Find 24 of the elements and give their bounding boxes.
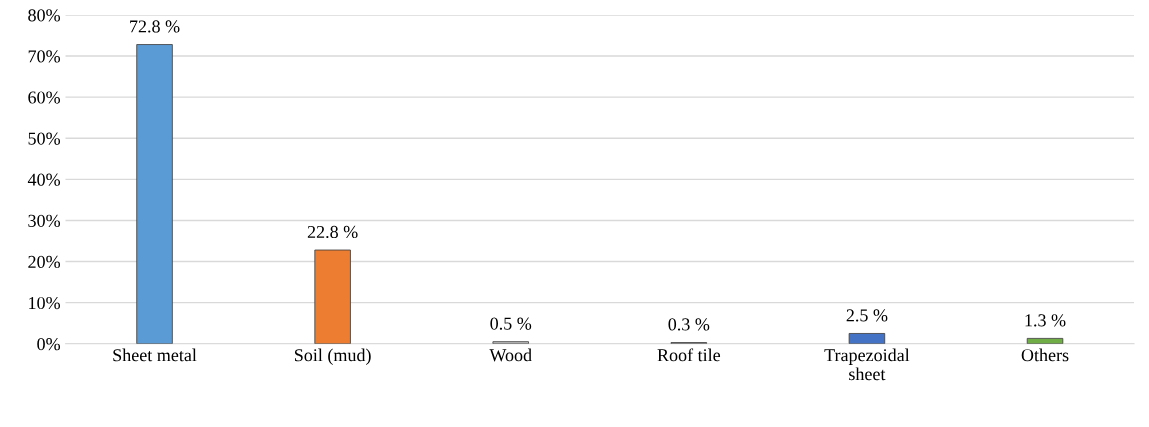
x-tick-label: Wood [489,348,532,362]
x-tick-label: Sheet metal [113,348,197,362]
x-tick-label: Soil (mud) [294,348,371,365]
y-tick-label: 30% [28,214,61,227]
data-label: 72.8 % [130,20,180,33]
y-tick-label: 60% [28,91,61,104]
data-label: 1.3 % [1025,314,1066,327]
y-tick-label: 10% [29,296,61,310]
bar [314,249,351,344]
x-tick-label: Others [1021,348,1069,362]
y-tick-label: 20% [28,255,61,269]
y-tick-label: 40% [27,173,61,186]
x-tick-label: Trapezoidal sheet [824,348,910,381]
bar [848,333,886,344]
y-tick-label: 80% [28,9,61,22]
data-label: 0.3 % [668,318,710,331]
data-label: 22.8 % [307,225,358,239]
y-tick-label: 0% [37,337,61,351]
x-tick-label: Roof tile [657,348,721,362]
data-label: 0.5 % [490,317,532,330]
bar [136,44,173,344]
y-tick-label: 50% [28,132,61,145]
data-label: 2.5 % [846,309,888,322]
y-tick-label: 70% [28,50,61,63]
